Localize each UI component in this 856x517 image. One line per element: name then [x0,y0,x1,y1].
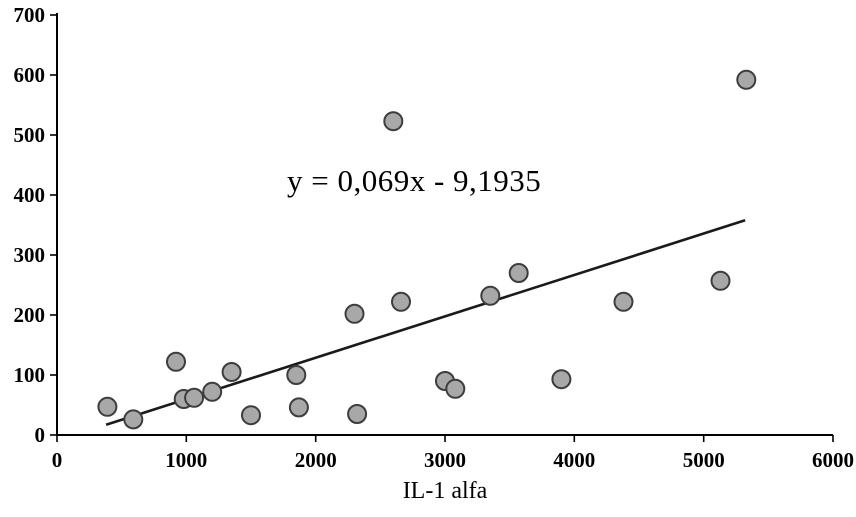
y-tick-label: 600 [14,63,46,87]
data-point [344,303,365,324]
x-tick-label: 5000 [683,448,725,472]
y-tick-label: 100 [14,363,46,387]
data-point [166,351,186,372]
data-point [613,291,634,312]
x-tick-label: 2000 [295,448,337,472]
data-point [391,291,411,312]
data-point [97,396,118,417]
data-point [347,404,368,424]
trendline-equation-label: y = 0,069x - 9,1935 [287,163,542,198]
data-point [202,381,223,402]
data-point [480,285,501,306]
data-point [288,397,309,418]
y-tick-label: 700 [14,3,46,27]
y-tick-label: 0 [35,423,46,447]
x-tick-label: 6000 [812,448,854,472]
y-tick-label: 200 [14,303,46,327]
x-tick-label: 3000 [424,448,466,472]
data-point [736,69,757,90]
x-tick-label: 0 [52,448,63,472]
data-point [123,409,144,430]
data-point [221,362,242,382]
y-tick-label: 300 [14,243,46,267]
y-tick-label: 500 [14,123,46,147]
data-point [383,111,404,132]
x-axis-title: IL-1 alfa [402,478,488,504]
data-point [445,378,466,399]
data-point [710,270,731,291]
data-point [241,405,261,426]
x-tick-label: 4000 [553,448,595,472]
y-tick-label: 400 [14,183,46,207]
data-point [551,369,572,390]
data-point [508,263,529,283]
x-tick-label: 1000 [165,448,207,472]
data-point [184,387,205,408]
data-point [286,365,307,385]
